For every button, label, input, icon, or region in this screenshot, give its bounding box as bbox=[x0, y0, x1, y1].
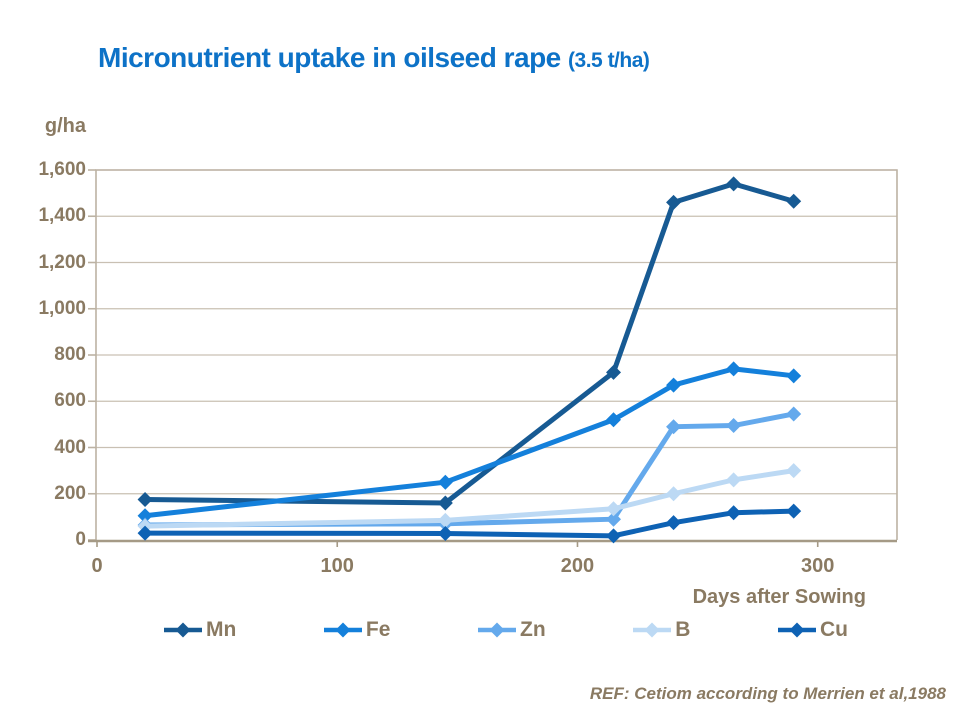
legend-item-mn: Mn bbox=[162, 618, 236, 642]
y-tick-label: 0 bbox=[75, 529, 86, 550]
legend-item-fe: Fe bbox=[322, 618, 391, 642]
y-tick-label: 1,600 bbox=[38, 159, 86, 180]
page-title-suffix: (3.5 t/ha) bbox=[568, 49, 650, 72]
series-marker-icon bbox=[478, 622, 516, 638]
series-marker-icon bbox=[323, 622, 362, 638]
series-marker-icon bbox=[164, 622, 202, 638]
legend-label: B bbox=[675, 618, 691, 641]
y-tick-label: 400 bbox=[54, 436, 86, 458]
x-tick-label: 300 bbox=[801, 555, 835, 577]
page-title-main: Micronutrient uptake in oilseed rape bbox=[98, 42, 561, 73]
reference-note: REF: Cetiom according to Merrien et al,1… bbox=[589, 684, 946, 703]
legend: Mn Fe Zn B Cu bbox=[0, 618, 960, 642]
legend-item-zn: Zn bbox=[476, 618, 546, 642]
legend-item-cu: Cu bbox=[776, 618, 848, 642]
y-tick-label: 600 bbox=[54, 390, 86, 412]
x-tick-label: 0 bbox=[91, 555, 103, 577]
series-marker-icon bbox=[633, 622, 672, 638]
x-axis-title: Days after Sowing bbox=[692, 586, 866, 608]
series-marker-icon bbox=[777, 622, 816, 638]
legend-label: Cu bbox=[819, 618, 848, 641]
legend-label: Zn bbox=[520, 618, 546, 641]
y-tick-label: 1,000 bbox=[38, 297, 86, 319]
legend-label: Fe bbox=[365, 618, 391, 641]
legend-item-b: B bbox=[631, 618, 690, 642]
y-tick-label: 1,200 bbox=[38, 251, 86, 273]
x-tick-label: 200 bbox=[560, 555, 595, 577]
y-tick-label: 800 bbox=[54, 344, 86, 365]
y-tick-label: 1,400 bbox=[38, 205, 86, 227]
x-tick-label: 100 bbox=[320, 555, 354, 577]
y-axis-title: g/ha bbox=[44, 115, 86, 137]
page-title: Micronutrient uptake in oilseed rape (3.… bbox=[98, 42, 650, 74]
legend-label: Mn bbox=[206, 618, 237, 641]
y-tick-label: 200 bbox=[54, 482, 86, 504]
